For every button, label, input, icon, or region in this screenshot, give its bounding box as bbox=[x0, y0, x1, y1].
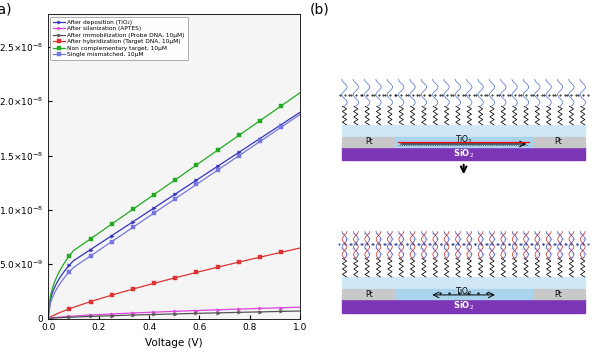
Single mismatched, 10μM bbox=[184, 188, 191, 192]
After deposition (TiO₂) bbox=[113, 231, 120, 235]
After deposition (TiO₂) bbox=[184, 184, 191, 188]
Single mismatched, 10μM bbox=[297, 112, 304, 116]
After immobilization (Probe DNA, 10μM) bbox=[45, 316, 52, 321]
After hybridization (Target DNA, 10μM) bbox=[45, 316, 52, 321]
After immobilization (Probe DNA, 10μM) bbox=[244, 310, 251, 314]
Text: (a): (a) bbox=[0, 2, 12, 16]
Single mismatched, 10μM bbox=[98, 247, 105, 251]
After hybridization (Target DNA, 10μM) bbox=[219, 264, 226, 268]
Single mismatched, 10μM bbox=[219, 165, 226, 169]
Line: After deposition (TiO₂): After deposition (TiO₂) bbox=[46, 110, 302, 320]
Line: After hybridization (Target DNA, 10μM): After hybridization (Target DNA, 10μM) bbox=[46, 246, 302, 320]
Bar bbox=[532, 289, 585, 299]
After hybridization (Target DNA, 10μM) bbox=[297, 246, 304, 250]
Text: TiO$_2$: TiO$_2$ bbox=[455, 286, 473, 298]
After deposition (TiO₂) bbox=[45, 316, 52, 321]
After silanization (APTES) bbox=[219, 308, 226, 312]
Non complementary target, 10μM bbox=[244, 127, 251, 132]
Bar bbox=[342, 277, 585, 289]
After deposition (TiO₂) bbox=[244, 145, 251, 149]
Line: Single mismatched, 10μM: Single mismatched, 10μM bbox=[46, 112, 302, 320]
Single mismatched, 10μM bbox=[45, 316, 52, 321]
Line: Non complementary target, 10μM: Non complementary target, 10μM bbox=[46, 91, 302, 320]
Legend: After deposition (TiO₂), After silanization (APTES), After immobilization (Probe: After deposition (TiO₂), After silanizat… bbox=[51, 17, 188, 60]
After silanization (APTES) bbox=[288, 305, 296, 310]
Line: After immobilization (Probe DNA, 10μM): After immobilization (Probe DNA, 10μM) bbox=[46, 309, 302, 320]
After immobilization (Probe DNA, 10μM) bbox=[288, 309, 296, 313]
Bar bbox=[342, 137, 396, 147]
Line: After silanization (APTES): After silanization (APTES) bbox=[46, 305, 302, 320]
After immobilization (Probe DNA, 10μM) bbox=[98, 314, 105, 318]
After hybridization (Target DNA, 10μM) bbox=[113, 292, 120, 296]
Non complementary target, 10μM bbox=[219, 145, 226, 149]
After deposition (TiO₂) bbox=[297, 110, 304, 114]
After immobilization (Probe DNA, 10μM) bbox=[297, 309, 304, 313]
Bar bbox=[342, 147, 585, 160]
Single mismatched, 10μM bbox=[113, 237, 120, 241]
Non complementary target, 10μM bbox=[113, 219, 120, 223]
X-axis label: Voltage (V): Voltage (V) bbox=[146, 338, 203, 348]
After silanization (APTES) bbox=[297, 305, 304, 309]
After immobilization (Probe DNA, 10μM) bbox=[184, 311, 191, 316]
Non complementary target, 10μM bbox=[288, 96, 296, 101]
After immobilization (Probe DNA, 10μM) bbox=[219, 311, 226, 315]
Bar bbox=[342, 125, 585, 137]
After silanization (APTES) bbox=[113, 311, 120, 316]
After hybridization (Target DNA, 10μM) bbox=[98, 296, 105, 300]
After silanization (APTES) bbox=[45, 316, 52, 321]
Non complementary target, 10μM bbox=[98, 229, 105, 234]
After silanization (APTES) bbox=[98, 312, 105, 316]
Non complementary target, 10μM bbox=[45, 316, 52, 321]
After deposition (TiO₂) bbox=[288, 116, 296, 120]
Text: Pt: Pt bbox=[365, 137, 373, 146]
After silanization (APTES) bbox=[184, 309, 191, 313]
Text: (b): (b) bbox=[310, 2, 330, 16]
Non complementary target, 10μM bbox=[184, 169, 191, 173]
Text: SiO$_2$: SiO$_2$ bbox=[453, 300, 474, 312]
Bar bbox=[532, 137, 585, 147]
After deposition (TiO₂) bbox=[219, 161, 226, 166]
Bar bbox=[342, 289, 396, 299]
After deposition (TiO₂) bbox=[98, 241, 105, 245]
After hybridization (Target DNA, 10μM) bbox=[244, 258, 251, 262]
Non complementary target, 10μM bbox=[297, 91, 304, 95]
Bar bbox=[396, 289, 532, 299]
Text: Pt: Pt bbox=[554, 290, 562, 299]
Bar bbox=[342, 299, 585, 313]
Single mismatched, 10μM bbox=[244, 148, 251, 152]
After hybridization (Target DNA, 10μM) bbox=[288, 248, 296, 252]
After immobilization (Probe DNA, 10μM) bbox=[113, 314, 120, 318]
Text: Pt: Pt bbox=[554, 137, 562, 146]
Bar bbox=[396, 137, 532, 147]
After silanization (APTES) bbox=[244, 307, 251, 311]
Text: TiO$_2$: TiO$_2$ bbox=[455, 134, 473, 146]
Text: Pt: Pt bbox=[365, 290, 373, 299]
After hybridization (Target DNA, 10μM) bbox=[184, 272, 191, 277]
Text: SiO$_2$: SiO$_2$ bbox=[453, 147, 474, 160]
Single mismatched, 10μM bbox=[288, 118, 296, 122]
